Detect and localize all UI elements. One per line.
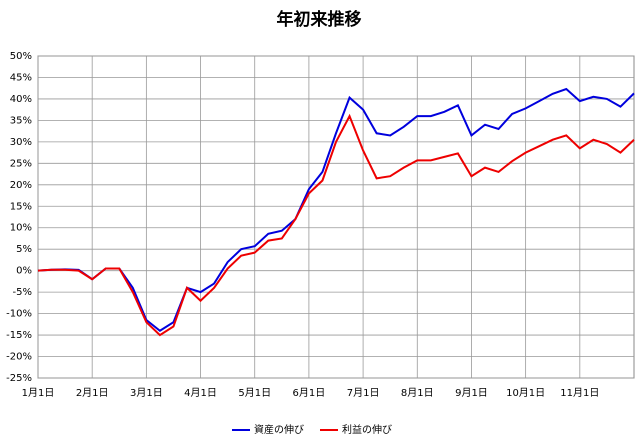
y-tick-label: 0%: [16, 266, 32, 277]
y-tick-label: 30%: [10, 137, 32, 148]
legend-label: 資産の伸び: [254, 423, 304, 436]
x-tick-label: 10月1日: [506, 387, 545, 399]
chart-title: 年初来推移: [277, 9, 362, 30]
y-tick-label: -5%: [13, 287, 32, 298]
y-tick-label: 25%: [10, 158, 32, 169]
y-tick-label: 5%: [16, 244, 32, 255]
plot-area: [37, 55, 635, 379]
x-tick-label: 9月1日: [455, 387, 488, 399]
line-series: [37, 87, 635, 332]
y-tick-label: 50%: [10, 51, 32, 62]
x-tick-label: 4月1日: [184, 387, 217, 399]
y-tick-label: 15%: [10, 201, 32, 212]
x-tick-label: 8月1日: [401, 387, 434, 399]
line-series: [37, 113, 635, 337]
y-tick-label: -10%: [6, 309, 32, 320]
legend-label: 利益の伸び: [342, 423, 392, 436]
x-tick-label: 6月1日: [293, 387, 326, 399]
y-tick-label: -20%: [6, 352, 32, 363]
x-tick-label: 7月1日: [347, 387, 380, 399]
y-tick-label: 35%: [10, 115, 32, 126]
x-tick-label: 1月1日: [22, 387, 55, 399]
y-tick-label: 45%: [10, 72, 32, 83]
y-tick-label: -15%: [6, 330, 32, 341]
y-tick-label: -25%: [6, 373, 32, 384]
x-tick-label: 2月1日: [76, 387, 109, 399]
y-tick-label: 40%: [10, 94, 32, 105]
x-tick-label: 11月1日: [560, 387, 599, 399]
y-tick-label: 10%: [10, 223, 32, 234]
x-tick-label: 3月1日: [130, 387, 163, 399]
y-tick-label: 20%: [10, 180, 32, 191]
x-tick-label: 5月1日: [238, 387, 271, 399]
